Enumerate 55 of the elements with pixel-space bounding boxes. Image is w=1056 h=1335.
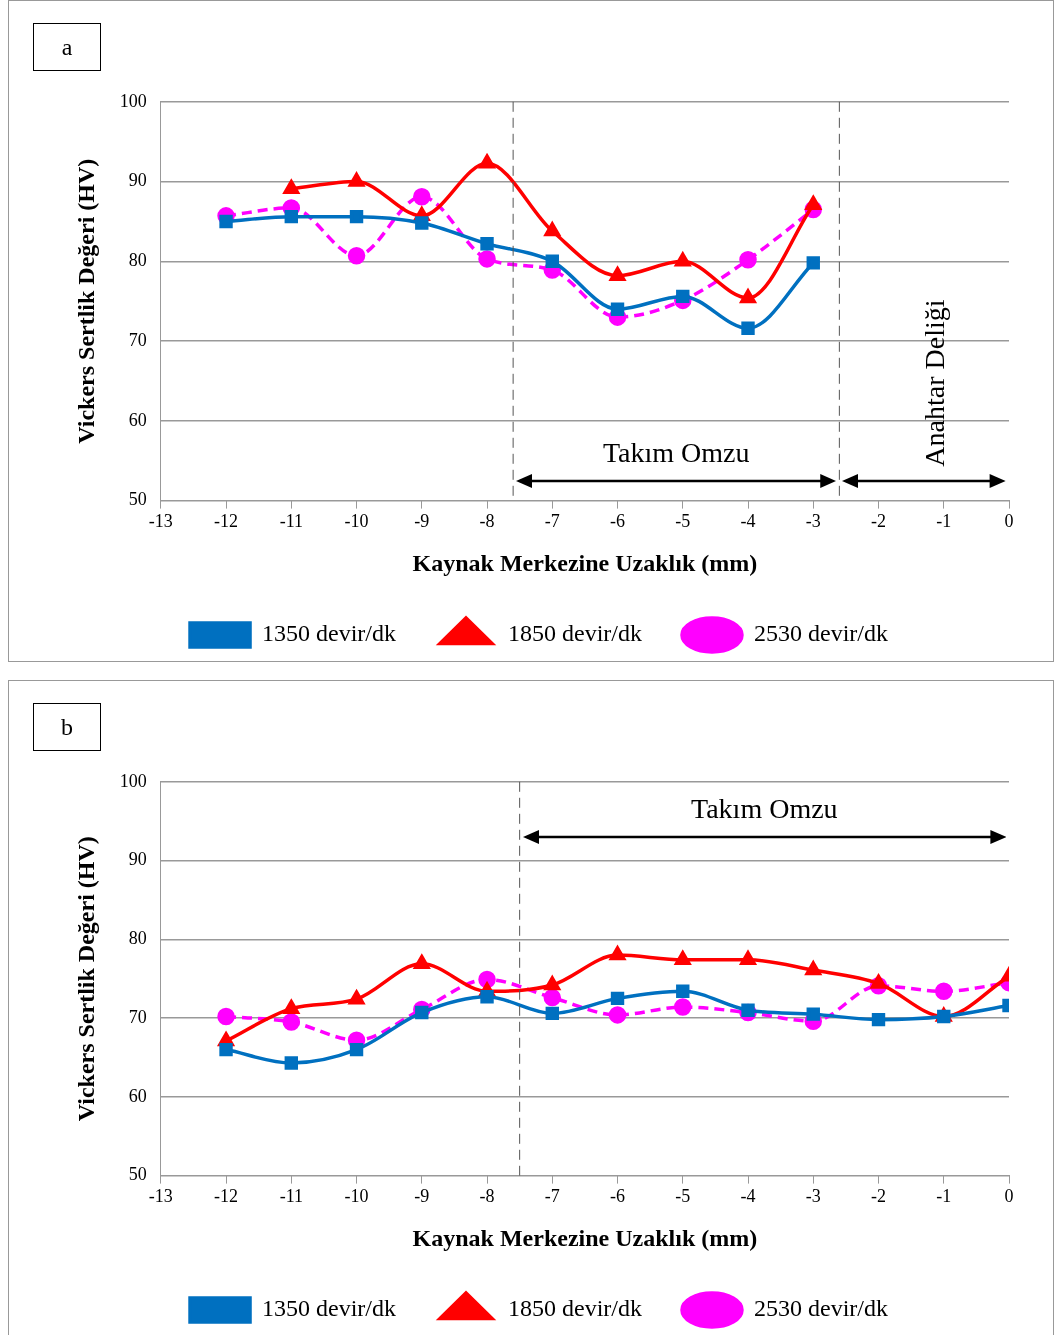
x-tick-label: -6	[610, 1186, 626, 1207]
annotation: Takım Omzu	[691, 793, 838, 825]
y-tick-label: 100	[119, 770, 147, 791]
chart-title: a	[33, 23, 101, 71]
x-tick-label: -10	[344, 1186, 369, 1207]
legend-label: 2530 devir/dk	[753, 1295, 888, 1322]
x-tick-label: -6	[610, 511, 626, 532]
y-tick-label: 80	[128, 250, 147, 271]
annotation: Anahtar Deliği	[918, 299, 950, 467]
x-tick-label: -8	[479, 511, 495, 532]
x-tick-label: -5	[675, 1186, 691, 1207]
y-tick-label: 50	[128, 1164, 147, 1185]
legend-label: 2530 devir/dk	[753, 620, 888, 647]
x-tick-label: -3	[805, 1186, 821, 1207]
x-tick-label: -10	[344, 511, 369, 532]
y-axis-title: Vickers Sertlik Değeri (HV)	[72, 158, 99, 444]
y-tick-label: 100	[119, 90, 147, 111]
y-tick-label: 80	[128, 928, 147, 949]
x-tick-label: -11	[279, 511, 303, 532]
x-tick-label: -2	[871, 511, 887, 532]
x-tick-label: -1	[936, 1186, 952, 1207]
x-tick-label: -8	[479, 1186, 495, 1207]
x-tick-label: -13	[148, 511, 173, 532]
y-tick-label: 70	[128, 329, 147, 350]
x-tick-label: -7	[544, 511, 560, 532]
x-tick-label: -4	[740, 1186, 756, 1207]
x-tick-label: -7	[544, 1186, 560, 1207]
x-tick-label: -9	[414, 511, 430, 532]
x-tick-label: -12	[214, 511, 239, 532]
legend-label: 1850 devir/dk	[508, 1295, 642, 1322]
x-tick-label: -11	[279, 1186, 303, 1207]
y-tick-label: 60	[128, 409, 147, 430]
x-tick-label: -5	[675, 511, 691, 532]
x-tick-label: -1	[936, 511, 952, 532]
y-tick-label: 60	[128, 1085, 147, 1106]
y-axis-title: Vickers Sertlik Değeri (HV)	[72, 836, 99, 1122]
annotation: Takım Omzu	[602, 437, 750, 469]
x-tick-label: -9	[414, 1186, 430, 1207]
x-tick-label: -12	[214, 1186, 239, 1207]
legend-label: 1350 devir/dk	[262, 620, 397, 647]
legend-label: 1850 devir/dk	[508, 620, 642, 647]
legend-label: 1350 devir/dk	[262, 1295, 397, 1322]
y-tick-label: 90	[128, 849, 147, 870]
y-tick-label: 50	[128, 489, 147, 510]
x-tick-label: -3	[805, 511, 821, 532]
x-tick-label: -2	[871, 1186, 887, 1207]
x-tick-label: -4	[740, 511, 756, 532]
x-tick-label: 0	[1004, 1186, 1014, 1207]
x-axis-title: Kaynak Merkezine Uzaklık (mm)	[412, 1224, 758, 1251]
y-tick-label: 70	[128, 1006, 147, 1027]
chart-title: b	[33, 703, 101, 751]
x-tick-label: -13	[148, 1186, 173, 1207]
y-tick-label: 90	[128, 170, 147, 191]
x-tick-label: 0	[1004, 511, 1014, 532]
x-axis-title: Kaynak Merkezine Uzaklık (mm)	[412, 549, 758, 576]
